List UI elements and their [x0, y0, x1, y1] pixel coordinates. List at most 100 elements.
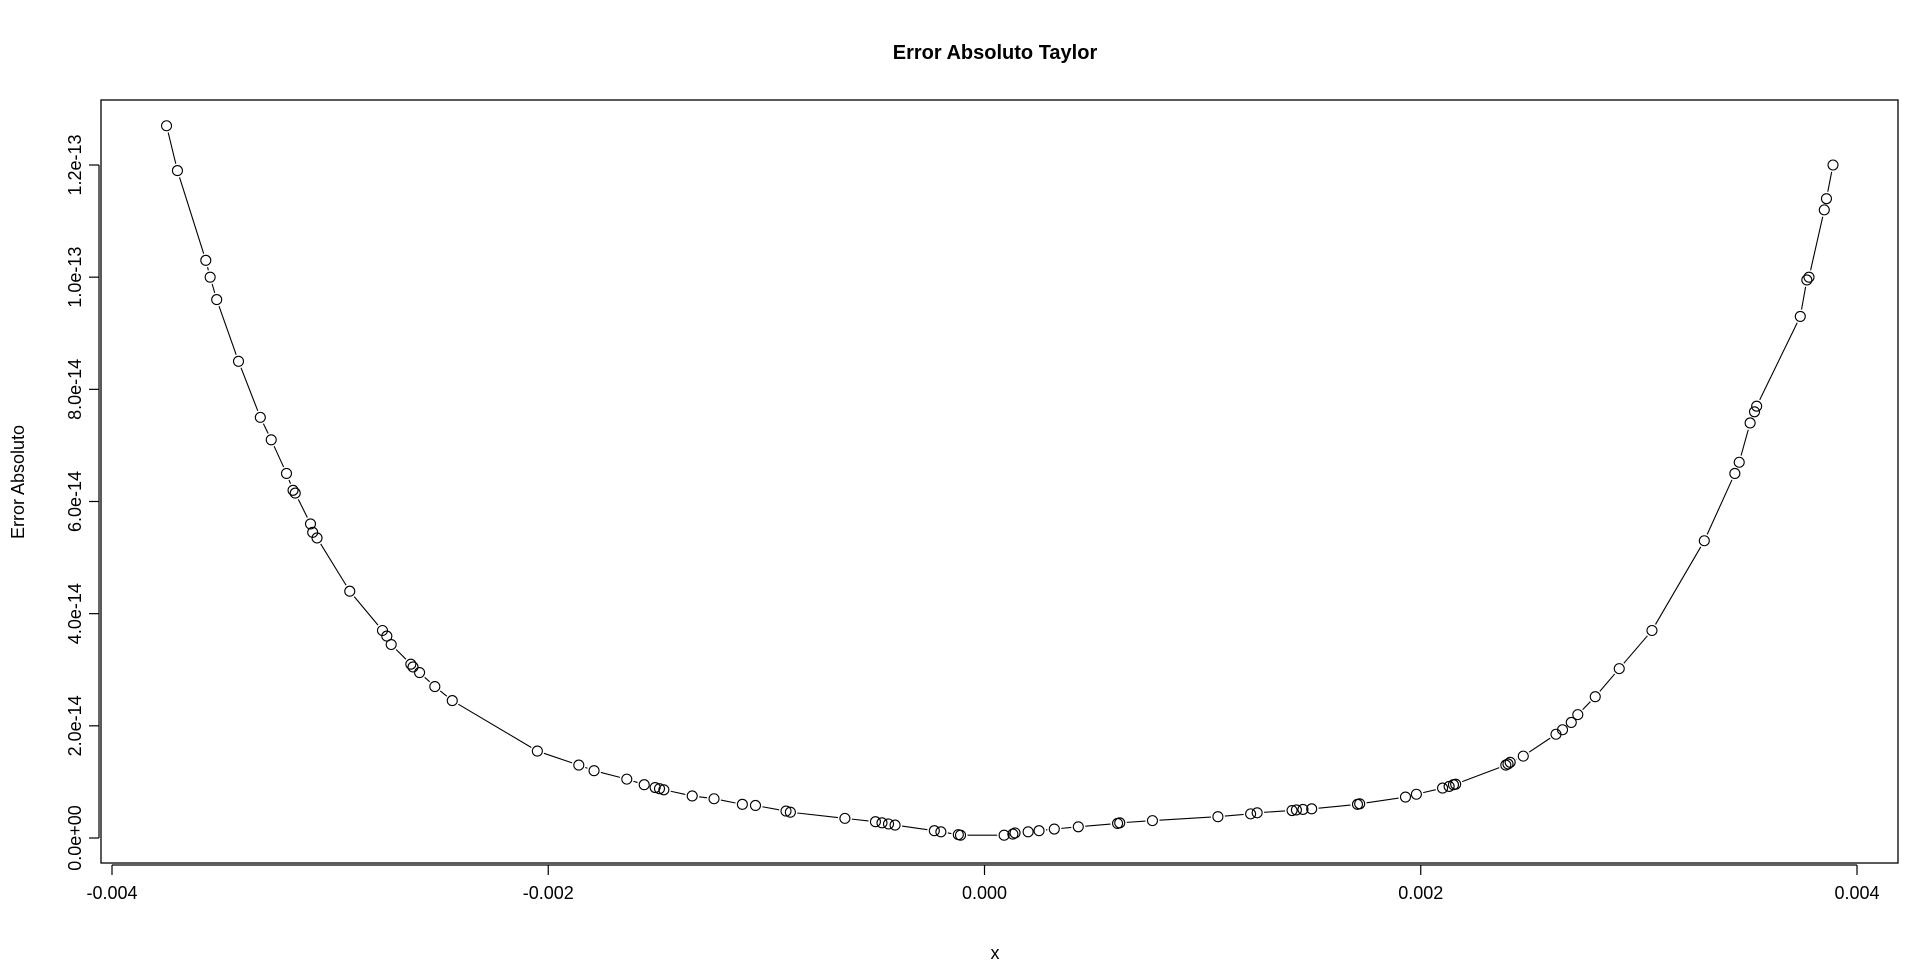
series-segment: [1800, 286, 1807, 310]
series-segment: [1740, 429, 1749, 456]
series-segment: [1264, 810, 1286, 813]
x-tick-label: -0.004: [86, 883, 137, 903]
series-segment: [211, 283, 216, 294]
series-segment: [762, 806, 780, 811]
series-segment: [851, 818, 869, 822]
plot-frame: [100, 99, 1899, 864]
y-tick-label: 0.0e+00: [65, 805, 85, 871]
data-point: [1251, 807, 1263, 819]
data-point: [1286, 804, 1298, 817]
series-segment: [1706, 479, 1733, 535]
y-tick-label: 8.0e-14: [65, 359, 85, 420]
series-segment: [1827, 171, 1833, 192]
data-point: [204, 271, 216, 283]
x-tick-label: 0.000: [962, 883, 1007, 903]
data-point: [1744, 417, 1756, 429]
series-segment: [901, 825, 928, 831]
data-point: [1565, 716, 1577, 729]
data-point: [289, 487, 301, 499]
data-point: [588, 765, 600, 777]
series-segment: [207, 266, 209, 271]
data-point: [1794, 310, 1806, 322]
data-point: [839, 812, 851, 824]
data-point: [385, 638, 397, 651]
series-segment: [1528, 737, 1551, 753]
data-point: [1572, 709, 1584, 721]
data-point: [1556, 724, 1569, 736]
data-point: [1354, 798, 1366, 810]
data-point: [1306, 803, 1318, 815]
series-segment: [699, 796, 708, 799]
series-segment: [395, 649, 407, 660]
data-point: [658, 784, 670, 796]
data-point: [876, 817, 888, 829]
data-point: [1803, 271, 1815, 283]
data-point: [780, 805, 792, 817]
data-point: [1613, 663, 1625, 675]
data-point: [407, 661, 419, 673]
series-segment: [1224, 813, 1244, 817]
series-segment: [1655, 546, 1702, 625]
data-point: [1517, 750, 1529, 762]
data-point: [307, 526, 319, 538]
data-point: [889, 819, 901, 831]
data-point: [1801, 274, 1813, 286]
series-segment: [1423, 789, 1436, 794]
series-segment: [179, 177, 205, 254]
series-segment: [1759, 322, 1798, 401]
y-tick-label: 4.0e-14: [65, 583, 85, 644]
series-segment: [297, 499, 308, 518]
series-segment: [273, 445, 285, 468]
data-point: [1437, 782, 1449, 794]
data-point: [1033, 825, 1045, 837]
series-segment: [288, 479, 292, 484]
series-segment: [600, 771, 621, 778]
series-segment: [1085, 823, 1111, 827]
data-point: [1297, 803, 1309, 815]
series-segment: [1366, 797, 1399, 804]
chart-title: Error Absoluto Taylor: [893, 42, 1098, 64]
data-point: [784, 806, 796, 818]
series-segment: [543, 752, 573, 764]
series-segment: [797, 812, 839, 819]
data-point: [1504, 756, 1516, 768]
data-point: [280, 467, 293, 480]
data-point: [1589, 691, 1601, 703]
y-tick-label: 1.2e-13: [65, 134, 85, 195]
data-point: [160, 120, 173, 132]
data-point: [265, 434, 277, 446]
series-segment: [424, 676, 431, 683]
data-point: [1748, 406, 1761, 418]
x-axis-label: x: [991, 943, 1000, 963]
data-point: [1009, 827, 1021, 839]
series-segment: [320, 543, 347, 586]
data-point: [1410, 788, 1422, 800]
data-point: [1022, 826, 1034, 838]
data-point: [935, 826, 947, 838]
series-segment: [1061, 826, 1072, 829]
data-point: [211, 294, 223, 306]
series-segment: [1159, 816, 1211, 821]
data-point: [686, 790, 698, 802]
series-segment: [1623, 635, 1648, 664]
series-segment: [720, 799, 736, 804]
data-point: [171, 165, 183, 177]
data-point: [621, 773, 633, 785]
data-point: [1827, 159, 1839, 171]
series-segment: [1599, 673, 1616, 692]
data-point: [1048, 823, 1060, 835]
data-point: [414, 667, 426, 679]
series-segment: [1461, 767, 1500, 783]
data-point: [344, 585, 356, 597]
series-segment: [1582, 701, 1591, 710]
x-tick-label: 0.002: [1398, 883, 1443, 903]
data-point: [311, 532, 323, 544]
data-point: [928, 825, 940, 837]
x-tick-label: 0.004: [1834, 883, 1879, 903]
data-point: [1146, 815, 1159, 827]
data-point: [200, 254, 212, 266]
y-axis-label: Error Absoluto: [8, 425, 28, 539]
series-segment: [633, 780, 638, 784]
y-axis: 0.0e+00 2.0e-14 4.0e-14 6.0e-14 8.0e-14 1.0e-…: [65, 134, 100, 871]
